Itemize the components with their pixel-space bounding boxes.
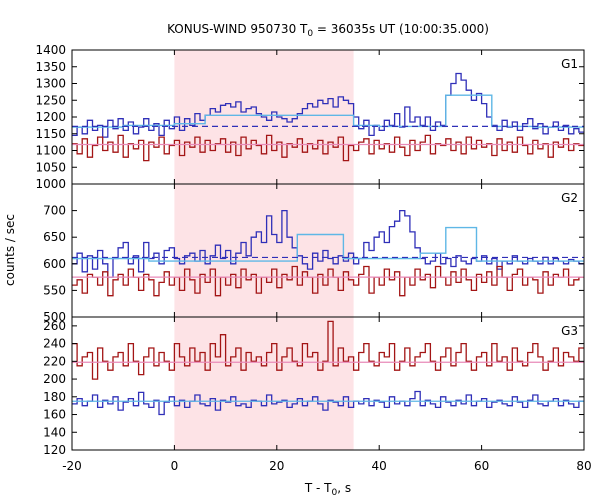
y-tick-label: 1250	[35, 93, 66, 107]
panel-g1-rebinned-curve	[72, 94, 584, 128]
y-tick-label: 1050	[35, 160, 66, 174]
y-tick-label: 200	[43, 372, 66, 386]
y-tick-label: 220	[43, 354, 66, 368]
x-tick-label: 20	[269, 459, 284, 473]
y-tick-label: 260	[43, 319, 66, 333]
y-tick-label: 700	[43, 204, 66, 218]
x-tick-label: 0	[171, 459, 179, 473]
y-tick-label: 650	[43, 230, 66, 244]
y-tick-label: 550	[43, 283, 66, 297]
panel-g3-series-low	[72, 320, 584, 380]
y-tick-label: 1150	[35, 127, 66, 141]
x-axis-label: T - T0, s	[304, 481, 351, 498]
x-tick-label: -20	[62, 459, 82, 473]
y-tick-label: 1100	[35, 144, 66, 158]
y-tick-label: 160	[43, 408, 66, 422]
y-tick-label: 140	[43, 425, 66, 439]
panel-frame	[71, 316, 585, 451]
panel-g1-series-low	[72, 134, 584, 162]
y-tick-label: 1300	[35, 77, 66, 91]
panel-g2-rebinned-curve	[72, 226, 584, 262]
y-tick-label: 1400	[35, 43, 66, 57]
chart-title: KONUS-WIND 950730 T0 = 36035s UT (10:00:…	[167, 22, 489, 39]
y-axis-label: counts / sec	[3, 214, 17, 286]
x-tick-label: 80	[576, 459, 591, 473]
x-tick-label: 60	[474, 459, 489, 473]
panel-label: G3	[561, 324, 578, 338]
y-tick-label: 1350	[35, 60, 66, 74]
panel-label: G1	[561, 57, 578, 71]
plot-area: 100010501100115012001250130013501400G150…	[35, 43, 591, 473]
y-tick-label: 240	[43, 337, 66, 351]
y-tick-label: 500	[43, 310, 66, 324]
y-tick-label: 600	[43, 257, 66, 271]
panel-g3-series-high	[72, 390, 584, 416]
y-tick-label: 1000	[35, 177, 66, 191]
panel-label: G2	[561, 191, 578, 205]
y-tick-label: 1200	[35, 110, 66, 124]
x-tick-label: 40	[372, 459, 387, 473]
y-tick-label: 180	[43, 390, 66, 404]
y-tick-label: 120	[43, 443, 66, 457]
